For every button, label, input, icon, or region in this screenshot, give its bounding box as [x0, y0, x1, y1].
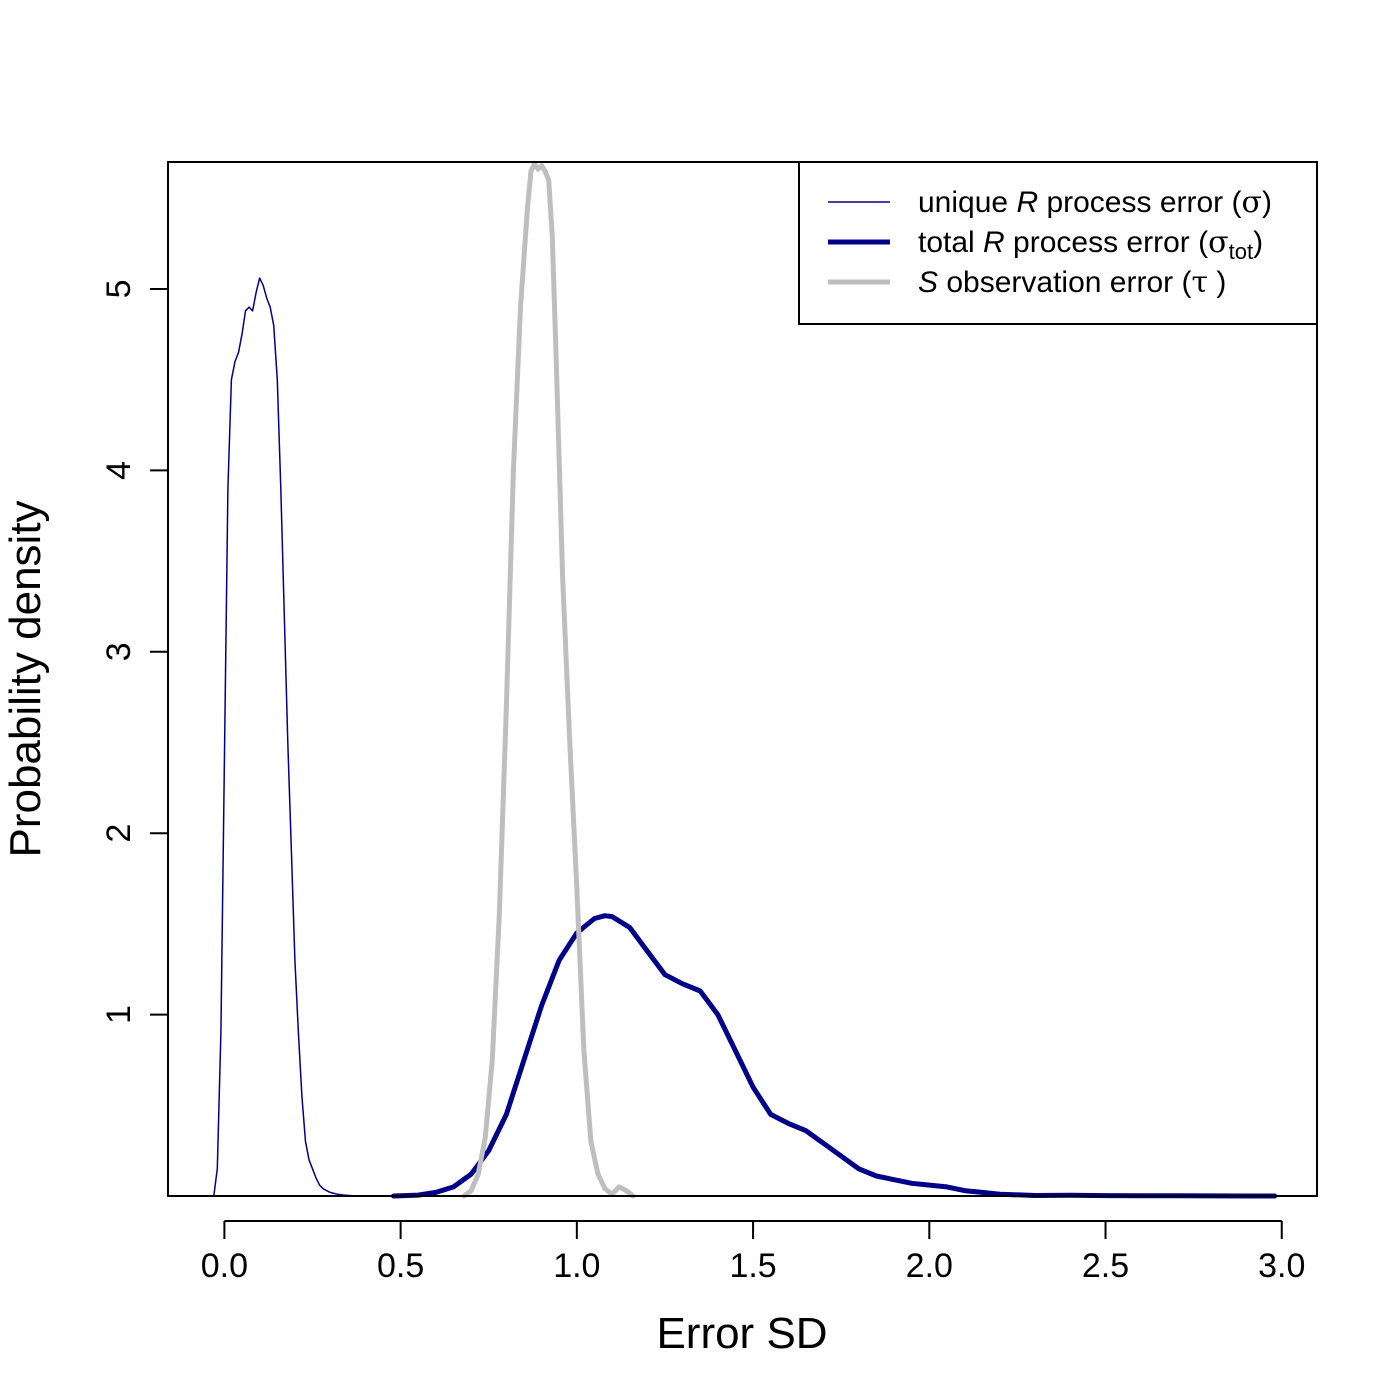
x-tick-label: 0.0	[201, 1247, 248, 1285]
legend-label-1: total R process error (σtot)	[918, 225, 1263, 264]
y-tick-label: 1	[100, 1005, 138, 1024]
y-tick-label: 2	[100, 824, 138, 843]
legend: unique R process error (σ) total R proces…	[798, 161, 1318, 325]
x-tick-label: 2.5	[1082, 1247, 1129, 1285]
x-tick-label: 1.5	[729, 1247, 776, 1285]
x-axis-title: Error SD	[656, 1309, 827, 1358]
x-tick-label: 0.5	[377, 1247, 424, 1285]
y-axis: 1 2 3 4 5	[100, 280, 169, 1024]
series-line-0	[213, 277, 360, 1197]
x-tick-label: 1.0	[553, 1247, 600, 1285]
y-tick-label: 5	[100, 280, 138, 299]
x-axis: 0.0 0.5 1.0 1.5 2.0 2.5 3.0	[201, 1220, 1305, 1285]
x-tick-label: 3.0	[1258, 1247, 1305, 1285]
legend-label-2: S observation error (τ )	[918, 265, 1226, 300]
x-tick-label: 2.0	[906, 1247, 953, 1285]
legend-label-0: unique R process error (σ)	[918, 185, 1272, 220]
y-tick-label: 4	[100, 461, 138, 480]
series-line-2	[461, 161, 636, 1199]
y-axis-title: Probability density	[1, 500, 50, 857]
y-tick-label: 3	[100, 642, 138, 661]
